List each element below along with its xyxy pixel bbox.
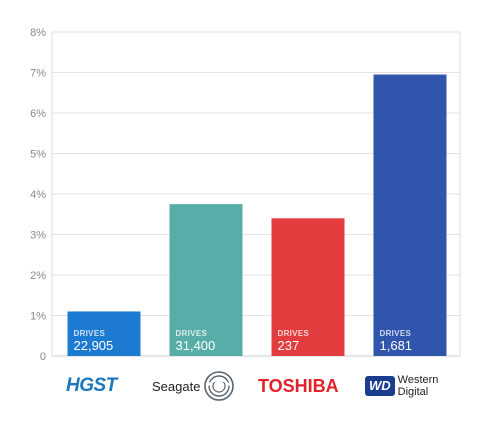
y-tick-label: 0 <box>40 351 46 363</box>
wd-badge: WD <box>365 376 395 396</box>
y-tick-label: 3% <box>30 230 46 242</box>
seagate-logo-text: Seagate <box>152 378 201 394</box>
bar <box>169 204 243 356</box>
y-tick-label: 8% <box>30 27 46 39</box>
seagate-logo: Seagate <box>152 368 235 404</box>
y-tick-label: 7% <box>30 68 46 80</box>
y-tick-label: 2% <box>30 270 46 282</box>
bars: DRIVES22,905DRIVES31,400DRIVES237DRIVES1… <box>67 74 447 357</box>
wd-line-1: Western <box>397 374 439 386</box>
bar <box>271 218 345 356</box>
hgst-logo: HGST <box>66 368 117 404</box>
toshiba-logo-text: TOSHIBA <box>258 375 339 396</box>
wd-wordmark: Western Digital <box>398 374 439 398</box>
drives-label: DRIVES <box>176 329 208 338</box>
drives-label: DRIVES <box>278 329 310 338</box>
y-axis: 0 1% 2% 3% 4% 5% 6% 7% 8% <box>30 27 46 363</box>
wd-line-2: Digital <box>397 386 429 398</box>
drive-count: 1,681 <box>380 338 413 353</box>
y-tick-label: 4% <box>30 189 46 201</box>
y-tick-label: 5% <box>30 149 46 161</box>
bar <box>67 311 141 356</box>
drives-label: DRIVES <box>74 329 106 338</box>
hgst-logo-text: HGST <box>66 375 117 396</box>
drive-count: 237 <box>278 338 300 353</box>
seagate-swirl-icon <box>204 371 235 401</box>
bar <box>373 74 447 357</box>
drives-label: DRIVES <box>380 329 412 338</box>
y-tick-label: 1% <box>30 311 46 323</box>
drive-count: 31,400 <box>176 338 216 353</box>
y-tick-label: 6% <box>30 108 46 120</box>
western-digital-logo: WD Western Digital <box>365 368 438 404</box>
toshiba-logo: TOSHIBA <box>258 368 339 404</box>
drive-count: 22,905 <box>74 338 114 353</box>
